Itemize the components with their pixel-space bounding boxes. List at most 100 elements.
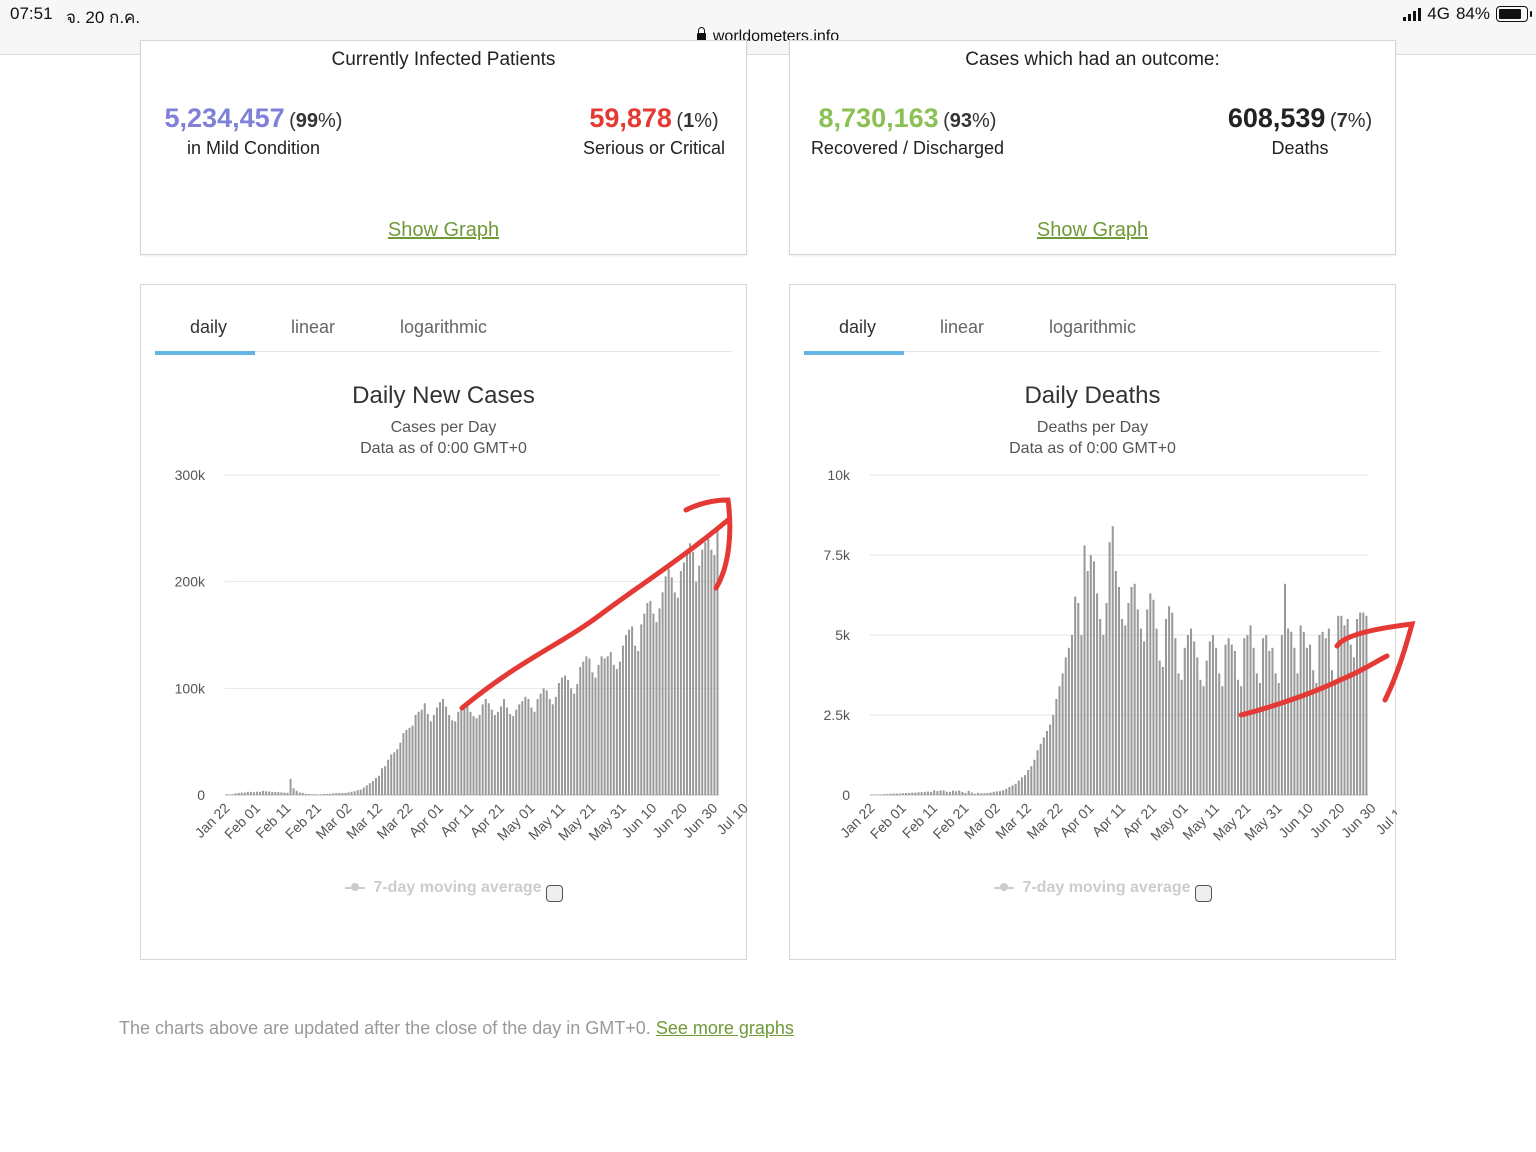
bar[interactable]: [393, 752, 396, 795]
bar[interactable]: [876, 794, 879, 795]
bar[interactable]: [933, 790, 936, 795]
bar[interactable]: [989, 792, 992, 795]
bar[interactable]: [961, 791, 964, 795]
bar[interactable]: [634, 645, 637, 795]
bar[interactable]: [228, 794, 231, 795]
bar[interactable]: [886, 794, 889, 795]
bar[interactable]: [1230, 644, 1233, 795]
bar[interactable]: [512, 716, 515, 795]
bar[interactable]: [1152, 599, 1155, 795]
bar[interactable]: [1211, 635, 1214, 795]
bar[interactable]: [1099, 619, 1102, 795]
bar[interactable]: [1146, 609, 1149, 795]
bar[interactable]: [341, 792, 344, 795]
tab-logarithmic[interactable]: logarithmic: [400, 317, 488, 337]
bar[interactable]: [353, 791, 356, 795]
bar[interactable]: [332, 793, 335, 795]
bar[interactable]: [463, 704, 466, 795]
bar[interactable]: [560, 677, 563, 795]
bar[interactable]: [265, 791, 268, 795]
bar[interactable]: [898, 793, 901, 795]
bar[interactable]: [1293, 647, 1296, 795]
bar[interactable]: [1321, 631, 1324, 795]
bar[interactable]: [527, 699, 530, 795]
bar[interactable]: [307, 794, 310, 795]
bar[interactable]: [414, 715, 417, 795]
bar[interactable]: [1149, 593, 1152, 795]
bar[interactable]: [420, 709, 423, 795]
bar[interactable]: [692, 551, 695, 795]
bar[interactable]: [986, 792, 989, 795]
bar[interactable]: [1349, 644, 1352, 795]
bar[interactable]: [676, 597, 679, 795]
bar[interactable]: [1158, 660, 1161, 795]
bar[interactable]: [387, 759, 390, 795]
bar[interactable]: [262, 790, 265, 795]
bar[interactable]: [713, 555, 716, 795]
bar[interactable]: [704, 542, 707, 795]
bar[interactable]: [945, 791, 948, 795]
bar[interactable]: [320, 794, 323, 795]
bar[interactable]: [588, 658, 591, 795]
bar[interactable]: [1011, 785, 1014, 795]
bar[interactable]: [426, 713, 429, 795]
bar[interactable]: [1318, 635, 1321, 795]
bar[interactable]: [585, 656, 588, 795]
bar[interactable]: [1268, 651, 1271, 795]
bar[interactable]: [1186, 635, 1189, 795]
bar[interactable]: [246, 791, 249, 795]
bar[interactable]: [1343, 625, 1346, 795]
bar[interactable]: [1296, 673, 1299, 795]
bar[interactable]: [1237, 679, 1240, 795]
bar[interactable]: [621, 645, 624, 795]
bar[interactable]: [1130, 587, 1133, 795]
bar[interactable]: [1121, 619, 1124, 795]
bar[interactable]: [670, 577, 673, 795]
bar[interactable]: [964, 793, 967, 795]
bar[interactable]: [1030, 766, 1033, 795]
bar[interactable]: [292, 788, 295, 795]
bar[interactable]: [356, 790, 359, 795]
bar[interactable]: [1017, 780, 1020, 795]
bar[interactable]: [1196, 657, 1199, 795]
bar[interactable]: [603, 658, 606, 795]
bar[interactable]: [1365, 615, 1368, 795]
bar[interactable]: [289, 778, 292, 795]
bar[interactable]: [926, 791, 929, 795]
bar[interactable]: [338, 792, 341, 795]
bar[interactable]: [277, 792, 280, 795]
legend-item[interactable]: 7-day moving average: [790, 879, 1395, 897]
bar[interactable]: [1227, 638, 1230, 795]
bar[interactable]: [992, 791, 995, 795]
bar[interactable]: [689, 543, 692, 795]
bar[interactable]: [567, 679, 570, 795]
bar[interactable]: [652, 613, 655, 795]
bar[interactable]: [631, 626, 634, 795]
bar[interactable]: [658, 608, 661, 795]
bar[interactable]: [1193, 641, 1196, 795]
bar[interactable]: [573, 693, 576, 795]
bar[interactable]: [679, 571, 682, 795]
bar[interactable]: [1346, 619, 1349, 795]
bar[interactable]: [286, 792, 289, 795]
bar[interactable]: [1249, 625, 1252, 795]
bar[interactable]: [359, 789, 362, 795]
bar[interactable]: [329, 793, 332, 795]
bar[interactable]: [905, 792, 908, 795]
bar[interactable]: [1287, 628, 1290, 795]
bar[interactable]: [344, 792, 347, 795]
bar[interactable]: [1265, 635, 1268, 795]
bar[interactable]: [469, 711, 472, 795]
bar[interactable]: [335, 793, 338, 795]
bar[interactable]: [1089, 555, 1092, 795]
bar[interactable]: [362, 787, 365, 795]
bar[interactable]: [1105, 603, 1108, 795]
bar[interactable]: [998, 791, 1001, 795]
bar[interactable]: [1168, 606, 1171, 795]
bar[interactable]: [710, 549, 713, 795]
bar[interactable]: [1074, 596, 1077, 795]
bar[interactable]: [1334, 679, 1337, 795]
bar[interactable]: [958, 790, 961, 795]
bar[interactable]: [378, 775, 380, 795]
bar[interactable]: [1305, 647, 1308, 795]
